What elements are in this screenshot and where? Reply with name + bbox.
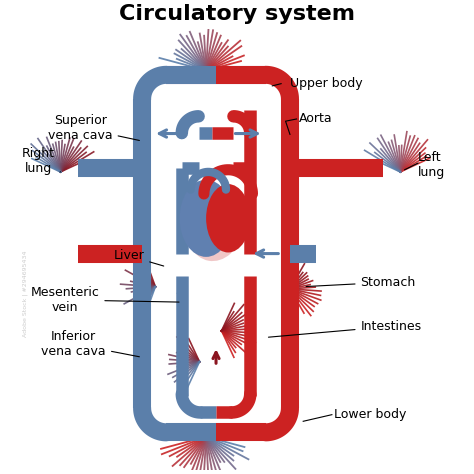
Title: Circulatory system: Circulatory system: [119, 4, 355, 24]
Text: Mesenteric
vein: Mesenteric vein: [30, 286, 179, 314]
Ellipse shape: [180, 180, 233, 257]
Text: Stomach: Stomach: [306, 276, 416, 289]
Text: Liver: Liver: [113, 249, 164, 266]
Text: Intestines: Intestines: [268, 320, 422, 337]
Text: Right
lung: Right lung: [22, 147, 61, 175]
Ellipse shape: [186, 189, 244, 261]
Text: Superior
vena cava: Superior vena cava: [48, 114, 139, 142]
Text: Aorta: Aorta: [299, 112, 332, 126]
Ellipse shape: [206, 184, 250, 253]
Text: Lower body: Lower body: [334, 408, 407, 421]
Text: Adobe Stock | #294695434: Adobe Stock | #294695434: [23, 250, 28, 337]
Text: Upper body: Upper body: [290, 77, 363, 90]
Text: Left
lung: Left lung: [418, 151, 445, 179]
Text: Inferior
vena cava: Inferior vena cava: [41, 330, 139, 358]
